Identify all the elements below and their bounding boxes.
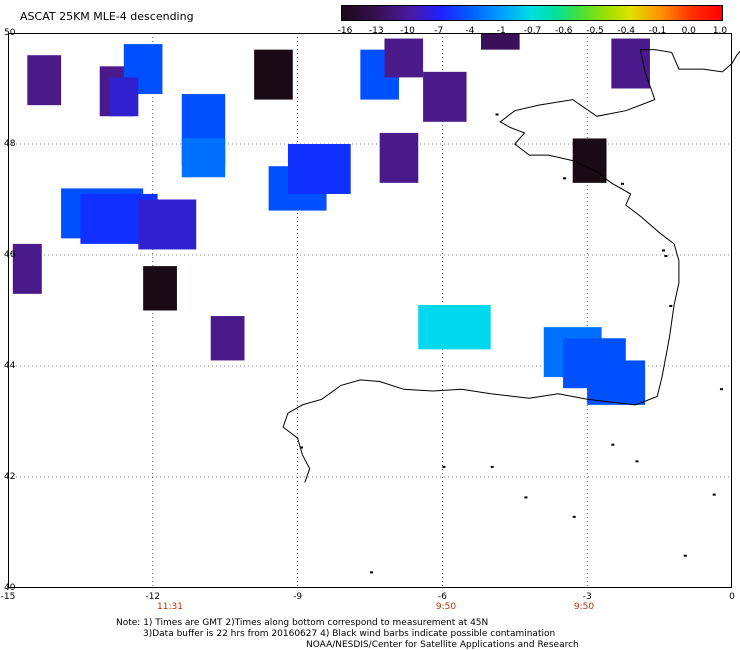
colorbar-tick-label: -0.1 — [648, 26, 667, 36]
scatterometer-cell-d — [109, 77, 139, 117]
scatterometer-cell-a — [27, 55, 62, 106]
note-line-2: 3)Data buffer is 22 hrs from 20160627 4)… — [143, 629, 556, 639]
lat-label: 48 — [4, 139, 16, 149]
map-frame — [8, 33, 732, 588]
lon-label: -9 — [293, 592, 303, 602]
colorbar-tick-label: -0.6 — [554, 26, 573, 36]
colorbar-tick-label: -10 — [400, 26, 415, 36]
colorbar-tick-label: 1.0 — [712, 26, 728, 36]
note-line-1: Note: 1) Times are GMT 2)Times along bot… — [116, 618, 489, 628]
island-speck — [563, 177, 567, 180]
colorbar-tick-label: -13 — [368, 26, 384, 36]
island-speck — [683, 554, 687, 557]
coastline-normandy — [654, 49, 740, 73]
scatterometer-cell-z — [587, 360, 646, 405]
island-speck — [370, 571, 373, 574]
island-speck — [669, 304, 673, 307]
colorbar-tick-label: 0.0 — [681, 26, 696, 36]
island-speck — [620, 182, 624, 185]
island-speck — [635, 460, 639, 463]
colorbar-tick-label: -0.5 — [586, 26, 604, 36]
island-speck — [300, 446, 304, 449]
colorbar-tick-label: -0.4 — [617, 26, 636, 36]
colorbar-tick-label: -0.7 — [523, 26, 542, 36]
lon-label: -15 — [0, 592, 16, 602]
island-speck — [712, 493, 716, 496]
scatterometer-cell-s — [379, 132, 419, 183]
colorbar-tick-label: -4 — [465, 26, 475, 36]
island-speck — [664, 255, 668, 257]
island-speck — [662, 249, 666, 252]
map-title: ASCAT 25KM MLE-4 descending — [20, 10, 194, 23]
note-line-3: NOAA/NESDIS/Center for Satellite Applica… — [306, 640, 579, 650]
island-speck — [572, 515, 576, 518]
lat-label: 44 — [4, 361, 16, 371]
scatterometer-cell-k — [143, 266, 177, 311]
pass-time-1: 11:31 — [157, 602, 183, 612]
scatterometer-cell-q — [384, 38, 424, 78]
scatterometer-cell-f — [181, 138, 226, 178]
island-speck — [719, 388, 723, 391]
scatterometer-cell-w — [418, 304, 491, 350]
scatterometer-cell-o — [254, 49, 293, 100]
lat-label: 42 — [4, 472, 16, 482]
lon-label: -3 — [582, 592, 592, 602]
lon-label: 0 — [729, 592, 735, 602]
island-speck — [490, 465, 494, 468]
lat-label: 40 — [4, 583, 16, 593]
lat-label: 50 — [4, 28, 16, 38]
scatterometer-cell-l — [210, 316, 245, 361]
island-speck — [524, 496, 528, 499]
lon-label: -12 — [145, 592, 161, 602]
colorbar — [341, 5, 723, 21]
scatterometer-cell-i — [138, 199, 197, 250]
coastline-france-spain — [282, 49, 680, 483]
scatterometer-cell-n — [287, 144, 351, 194]
scatterometer-cell-j — [12, 243, 42, 294]
colorbar-tick-label: -16 — [337, 26, 353, 36]
pass-time-3: 9:50 — [573, 602, 595, 612]
lon-label: -6 — [437, 592, 447, 602]
scatterometer-cell-t — [481, 33, 520, 50]
lat-label: 46 — [4, 250, 16, 260]
colorbar-tick-label: -1 — [496, 26, 506, 36]
scatterometer-cell-r — [423, 71, 467, 122]
island-speck — [611, 443, 615, 446]
colorbar-tick-label: -7 — [434, 26, 444, 36]
island-speck — [495, 113, 499, 116]
pass-time-2: 9:50 — [435, 602, 457, 612]
island-speck — [442, 465, 446, 468]
